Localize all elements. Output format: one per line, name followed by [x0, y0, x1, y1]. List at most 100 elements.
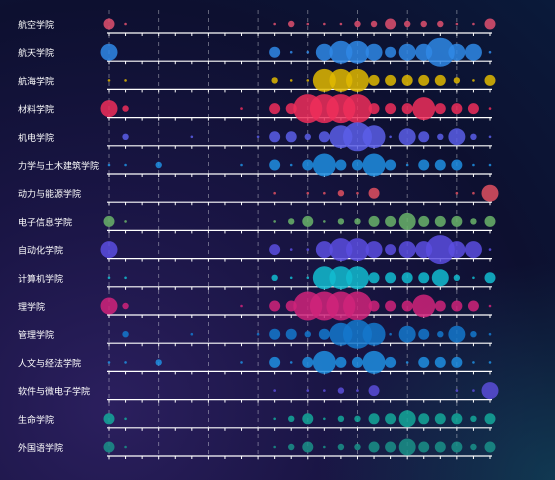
bubble	[240, 163, 243, 167]
bubble	[269, 300, 281, 312]
bubble	[418, 74, 430, 86]
bubble	[351, 159, 363, 171]
bubble	[464, 241, 482, 259]
bubble	[289, 163, 293, 167]
bubble	[240, 304, 243, 308]
bubble	[398, 128, 416, 146]
bubble	[288, 443, 295, 451]
bubble	[306, 22, 310, 26]
bubble	[273, 220, 276, 223]
bubble	[107, 79, 111, 82]
bubble	[329, 40, 353, 64]
row-label: 管理学院	[18, 329, 54, 341]
bubble	[323, 417, 326, 421]
bubble	[385, 46, 397, 58]
bubble	[403, 20, 411, 28]
bubble	[488, 361, 492, 364]
bubble	[351, 356, 363, 368]
bubble	[103, 18, 115, 30]
bubble	[302, 441, 314, 453]
bubble	[304, 133, 311, 140]
bubble	[100, 100, 118, 118]
bubble	[285, 328, 297, 340]
bubble	[271, 274, 278, 281]
bubble	[107, 276, 111, 280]
bubble	[240, 107, 243, 110]
row-label: 材料学院	[18, 104, 54, 116]
bubble	[345, 68, 369, 92]
bubble	[398, 410, 416, 428]
bubble	[190, 135, 194, 139]
bubble	[488, 107, 492, 110]
bubble	[412, 97, 436, 121]
bubble	[362, 322, 386, 346]
bubble	[451, 103, 463, 115]
row-label: 航空学院	[18, 19, 54, 31]
bubble	[488, 50, 492, 54]
bubble-layer	[100, 18, 499, 456]
bubble	[472, 276, 475, 280]
bubble	[418, 356, 430, 368]
bubble	[273, 191, 276, 195]
bubble	[448, 43, 466, 61]
bubble	[488, 332, 492, 336]
bubble	[100, 297, 118, 315]
row-label: 外国语学院	[18, 442, 63, 454]
bubble	[437, 20, 444, 28]
bubble	[370, 20, 378, 28]
bubble	[302, 159, 314, 171]
bubble	[356, 389, 359, 392]
bubble	[335, 356, 347, 368]
bubble	[335, 159, 347, 171]
bubble	[488, 163, 492, 167]
bubble	[365, 241, 383, 259]
bubble	[302, 356, 314, 368]
bubble	[122, 302, 129, 310]
bubble	[103, 215, 115, 227]
bubble	[418, 413, 430, 425]
bubble	[385, 103, 397, 115]
bubble	[368, 272, 380, 284]
bubble	[472, 389, 475, 392]
bubble	[453, 274, 461, 281]
bubble	[484, 413, 496, 425]
bubble	[100, 43, 118, 61]
bubble	[484, 441, 496, 453]
bubble	[318, 131, 330, 143]
bubble	[488, 248, 492, 251]
bubble	[484, 215, 496, 227]
bubble	[418, 272, 430, 284]
bubble	[122, 133, 129, 140]
bubble	[323, 22, 326, 26]
bubble	[434, 441, 446, 453]
row-label: 计算机学院	[18, 273, 63, 285]
bubble	[472, 163, 475, 167]
bubble	[312, 266, 336, 290]
bubble	[398, 43, 416, 61]
bubble	[240, 361, 243, 364]
row-label: 人文与经法学院	[18, 357, 81, 369]
bubble	[190, 332, 194, 336]
bubble	[484, 272, 496, 284]
bubble	[107, 361, 111, 364]
bubble	[354, 20, 361, 28]
bubble	[368, 187, 380, 199]
bubble	[464, 43, 482, 61]
bubble	[342, 319, 372, 349]
bubble	[155, 359, 162, 366]
bubble	[488, 135, 492, 139]
bubble	[425, 37, 455, 67]
bubble	[362, 350, 386, 374]
bubble	[455, 22, 459, 26]
row-label: 软件与微电子学院	[18, 386, 90, 398]
bubble	[329, 238, 353, 262]
bubble	[385, 18, 397, 30]
bubble	[401, 300, 413, 312]
bubble	[269, 244, 281, 256]
bubble	[289, 361, 293, 364]
bubble	[288, 20, 295, 28]
row-label: 动力与能源学院	[18, 188, 81, 200]
bubble	[329, 266, 353, 290]
bubble	[434, 413, 446, 425]
